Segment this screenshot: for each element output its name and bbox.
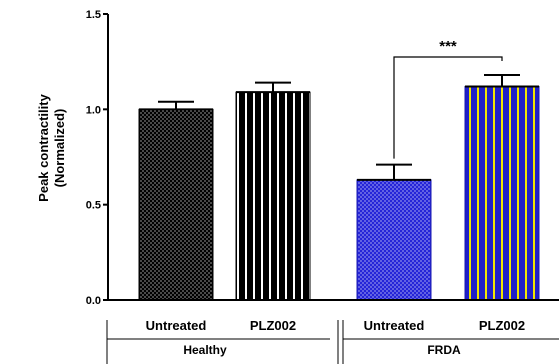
error-bars [158, 74, 520, 180]
significance-bracket-0 [393, 56, 503, 159]
group-label-0: Healthy [183, 343, 227, 357]
bar-1 [235, 91, 311, 301]
group-labels: Healthy FRDA [106, 320, 559, 364]
bar-2 [356, 179, 432, 301]
significance-label-0: *** [439, 38, 457, 55]
bar-0 [138, 108, 214, 301]
y-tick-label-0: 0.0 [86, 295, 101, 307]
y-tick-label-3: 1.5 [86, 9, 101, 21]
y-axis-label: Peak contractility (Normalized) [36, 93, 67, 201]
y-tick-label-2: 1.0 [86, 104, 101, 116]
significance-brackets: *** [393, 38, 503, 159]
y-tick-label-1: 0.5 [86, 200, 101, 212]
category-label-3: PLZ002 [479, 318, 525, 333]
y-axis-label-line1: Peak contractility [36, 93, 51, 201]
bars [138, 85, 540, 301]
category-label-2: Untreated [364, 318, 425, 333]
group-label-1: FRDA [427, 343, 461, 357]
x-axis: Untreated PLZ002 Untreated PLZ002 [107, 299, 559, 333]
bar-3 [464, 85, 540, 301]
category-label-0: Untreated [146, 318, 207, 333]
category-label-1: PLZ002 [250, 318, 296, 333]
y-axis: 0.0 0.5 1.0 1.5 [86, 9, 109, 307]
y-axis-label-line2: (Normalized) [52, 109, 67, 188]
